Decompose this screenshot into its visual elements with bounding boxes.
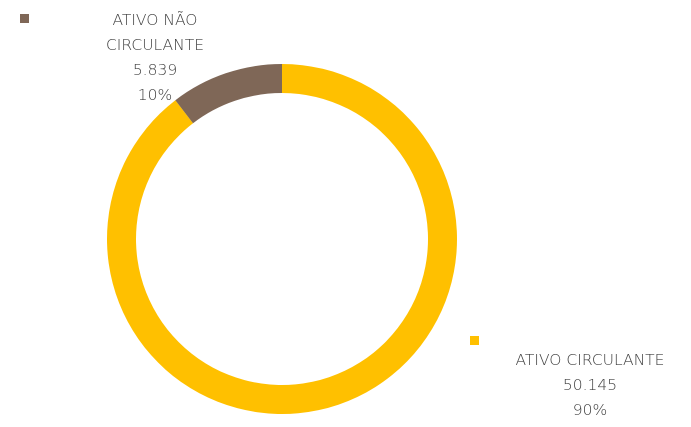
category-label: ATIVO CIRCULANTE [515, 351, 665, 369]
legend-swatch [20, 14, 29, 23]
category-label: ATIVO NÃO CIRCULANTE [105, 11, 204, 54]
donut-slice [107, 64, 457, 415]
legend-swatch [470, 336, 479, 345]
percent-label: 10% [137, 86, 173, 104]
value-label: 5.839 [132, 61, 178, 79]
percent-label: 90% [572, 401, 608, 419]
slice-label: ATIVO NÃO CIRCULANTE 5.839 10% [88, 8, 222, 108]
donut-slice [175, 64, 282, 124]
slice-label: ATIVO CIRCULANTE 50.145 90% [480, 348, 691, 423]
value-label: 50.145 [562, 376, 618, 394]
